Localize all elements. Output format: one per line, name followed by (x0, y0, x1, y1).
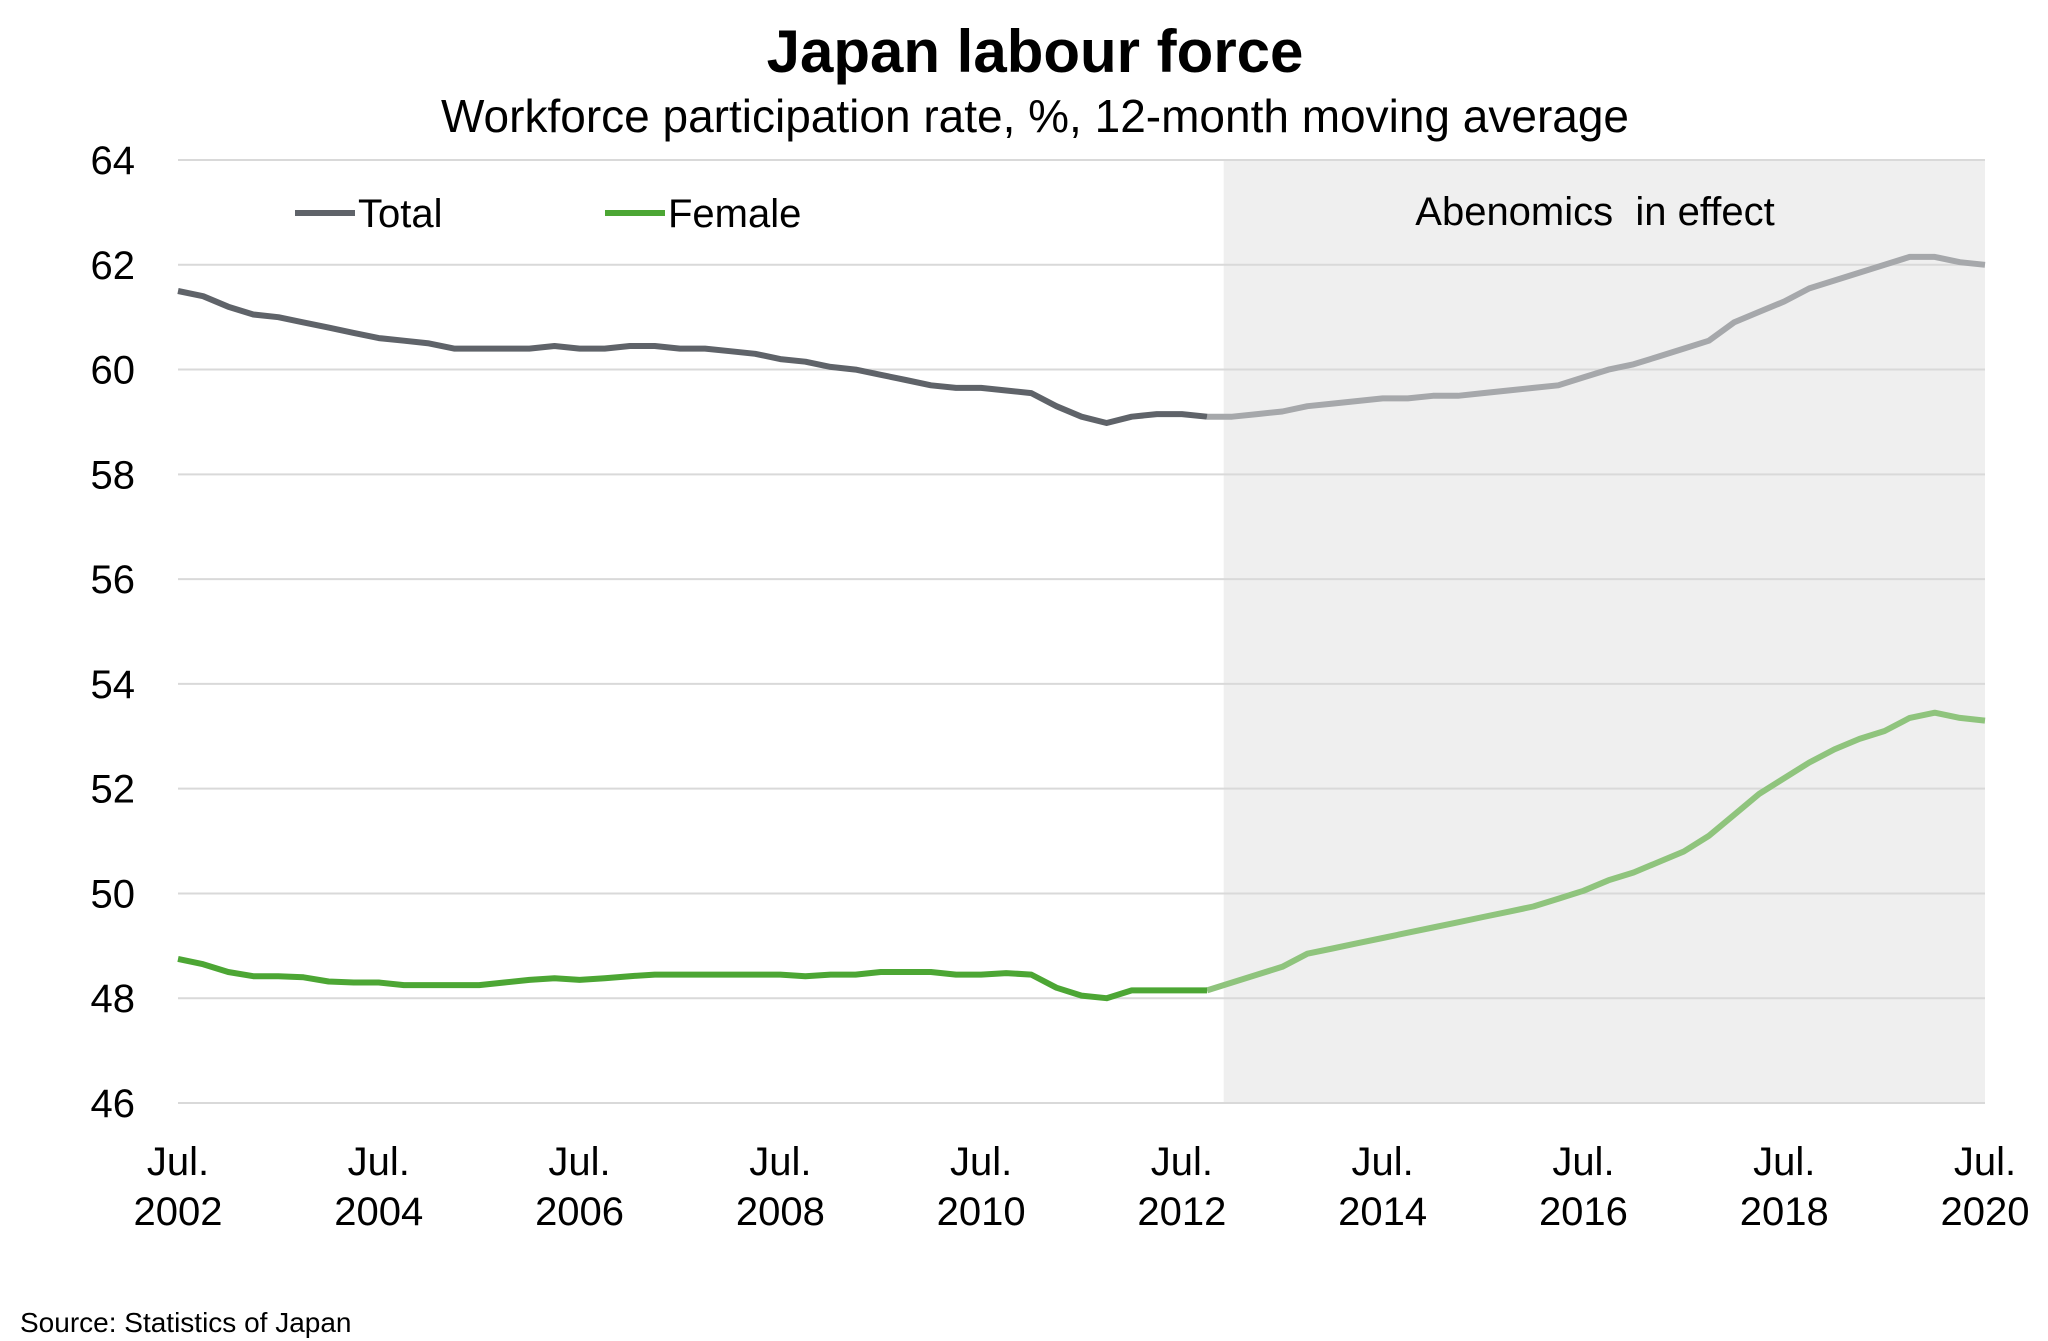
series-line-total (177, 288, 1208, 426)
abenomics-shaded-region (1223, 160, 1985, 1103)
y-tick-label: 48 (91, 977, 136, 1021)
x-tick-label: Jul. (950, 1140, 1012, 1184)
x-tick-label: 2006 (535, 1190, 624, 1234)
y-tick-label: 58 (91, 453, 136, 497)
series-line-female (177, 955, 1207, 1002)
x-tick-label: Jul. (749, 1140, 811, 1184)
x-tick-label: Jul. (1954, 1140, 2016, 1184)
x-tick-label: 2012 (1137, 1190, 1226, 1234)
x-tick-label: 2010 (937, 1190, 1026, 1234)
x-tick-label: 2020 (1941, 1190, 2030, 1234)
y-tick-label: 56 (91, 558, 136, 602)
source-note: Source: Statistics of Japan (20, 1307, 352, 1338)
legend-label-total: Total (358, 192, 443, 236)
chart-title: Japan labour force (767, 18, 1304, 85)
x-tick-label: 2002 (134, 1190, 223, 1234)
x-tick-label: 2008 (736, 1190, 825, 1234)
x-tick-label: 2018 (1740, 1190, 1829, 1234)
x-tick-label: 2014 (1338, 1190, 1427, 1234)
y-tick-label: 64 (91, 139, 136, 183)
abenomics-annotation: Abenomics in effect (1415, 190, 1774, 234)
legend-label-female: Female (668, 192, 801, 236)
y-tick-label: 50 (91, 872, 136, 916)
y-tick-label: 46 (91, 1082, 136, 1126)
x-tick-label: Jul. (348, 1140, 410, 1184)
y-tick-label: 62 (91, 244, 136, 288)
x-tick-label: Jul. (1151, 1140, 1213, 1184)
y-tick-label: 60 (91, 349, 136, 393)
x-tick-label: Jul. (147, 1140, 209, 1184)
legend: Total Female (295, 192, 801, 236)
series-line-female-abenomics (1206, 709, 1986, 994)
x-tick-label: Jul. (1552, 1140, 1614, 1184)
series-line-total-abenomics (1207, 253, 1986, 420)
x-tick-label: Jul. (1352, 1140, 1414, 1184)
x-tick-label: 2004 (334, 1190, 423, 1234)
y-tick-label: 52 (91, 768, 136, 812)
x-tick-label: Jul. (548, 1140, 610, 1184)
chart-subtitle: Workforce participation rate, %, 12-mont… (441, 90, 1629, 142)
y-tick-label: 54 (91, 663, 136, 707)
x-tick-label: 2016 (1539, 1190, 1628, 1234)
x-tick-label: Jul. (1753, 1140, 1815, 1184)
